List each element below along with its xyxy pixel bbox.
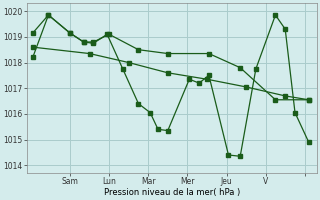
X-axis label: Pression niveau de la mer( hPa ): Pression niveau de la mer( hPa ) bbox=[104, 188, 240, 197]
